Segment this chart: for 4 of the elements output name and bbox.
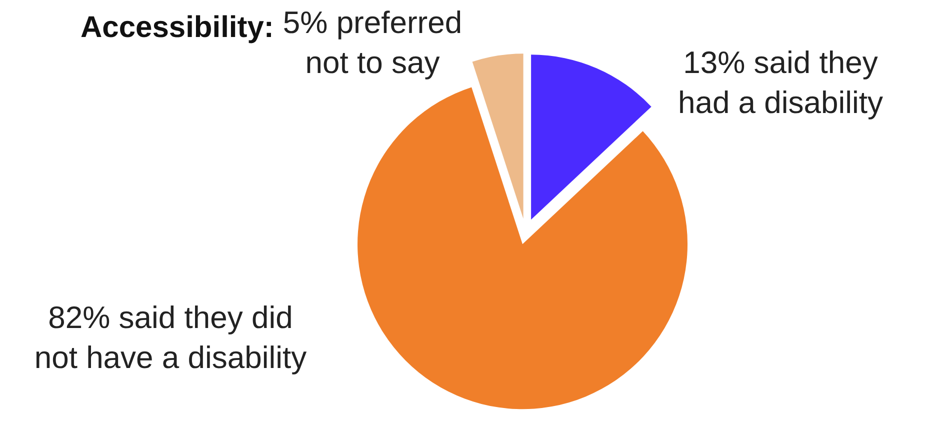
chart-title: Accessibility: xyxy=(80,11,274,44)
slice-label: 13% said they had a disability xyxy=(678,44,884,120)
slice-label: 82% said they did not have a disability xyxy=(34,300,308,376)
slice-label: 5% preferred not to say xyxy=(282,4,462,80)
